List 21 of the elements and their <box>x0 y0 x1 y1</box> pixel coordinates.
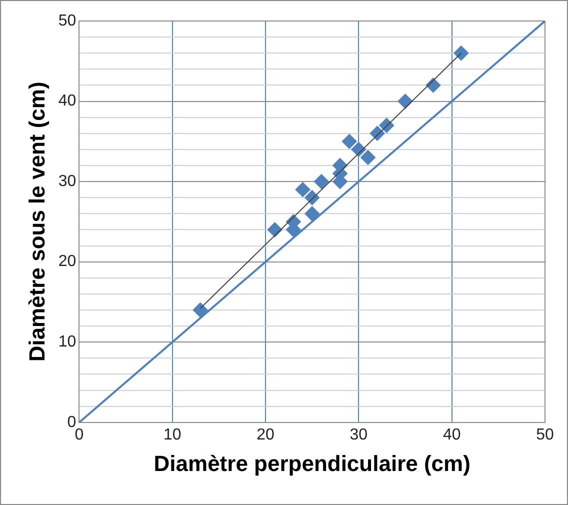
x-axis-title: Diamètre perpendiculaire (cm) <box>154 450 470 476</box>
point <box>342 134 357 149</box>
point <box>360 150 376 165</box>
x-tick-label: 50 <box>536 426 554 444</box>
x-tick-label: 30 <box>350 426 368 444</box>
x-tick-label: 10 <box>163 426 182 444</box>
y-axis-title: Diamètre sous le vent (cm) <box>24 82 50 362</box>
x-tick-label: 40 <box>442 426 461 444</box>
x-tick-label: 20 <box>256 426 275 444</box>
y-tick-label: 50 <box>58 12 76 30</box>
y-tick-label: 10 <box>58 334 76 351</box>
point <box>454 46 469 61</box>
y-tick-label: 40 <box>58 92 76 110</box>
point <box>192 302 208 318</box>
y-tick-label: 0 <box>67 414 76 431</box>
y-tick-label: 30 <box>58 172 76 190</box>
point <box>304 206 320 222</box>
y-tick-label: 20 <box>58 253 76 270</box>
point <box>379 118 394 133</box>
point <box>314 174 329 190</box>
point <box>295 182 310 198</box>
